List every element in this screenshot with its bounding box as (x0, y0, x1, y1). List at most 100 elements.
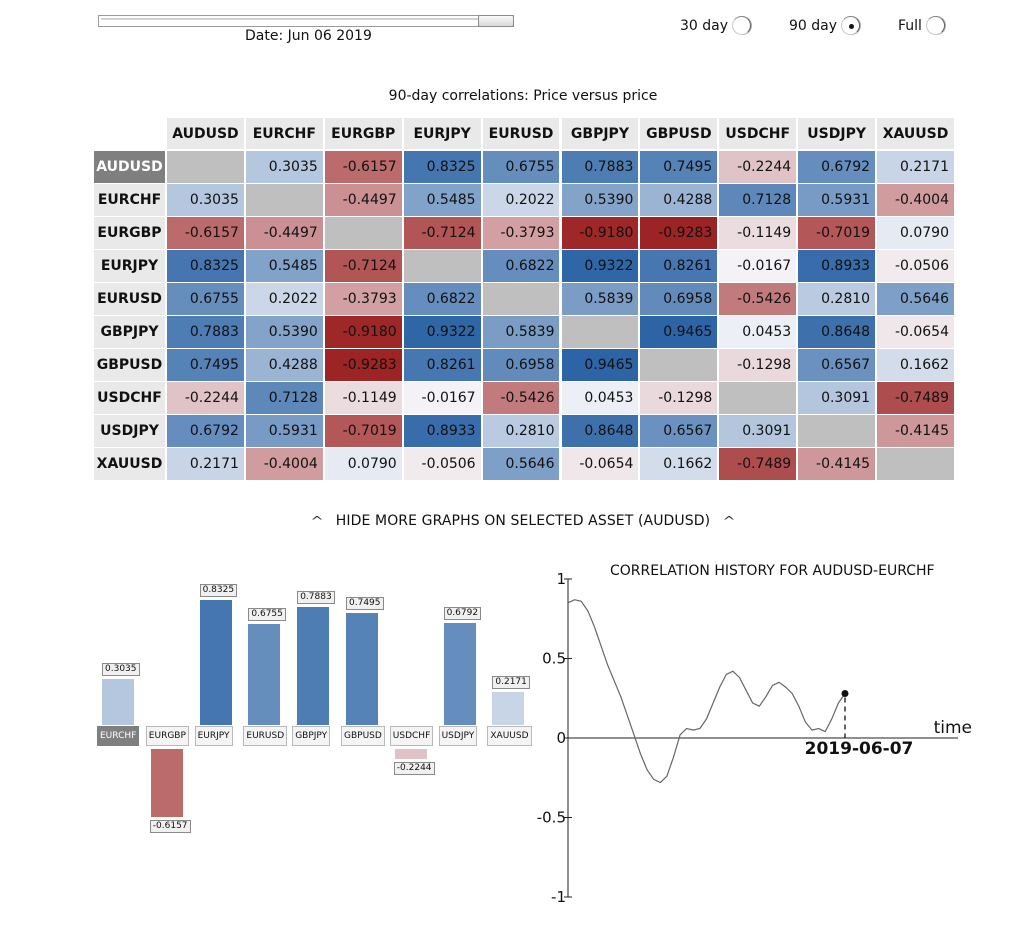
matrix-cell[interactable]: -0.9283 (640, 217, 718, 249)
matrix-cell[interactable]: 0.2171 (877, 151, 954, 183)
matrix-cell[interactable]: -0.3793 (324, 283, 402, 315)
matrix-cell[interactable] (561, 316, 639, 348)
matrix-cell[interactable]: -0.4145 (798, 448, 876, 480)
matrix-cell[interactable]: -0.7489 (719, 448, 797, 480)
matrix-cell[interactable]: 0.0790 (324, 448, 402, 480)
matrix-cell[interactable]: -0.4145 (877, 415, 954, 447)
matrix-cell[interactable]: 0.6755 (482, 151, 560, 183)
matrix-cell[interactable] (167, 151, 244, 183)
matrix-cell[interactable]: -0.4497 (324, 184, 402, 216)
bar-eurjpy[interactable] (199, 600, 232, 725)
col-header-audusd[interactable]: AUDUSD (167, 118, 244, 149)
matrix-cell[interactable]: 0.3035 (245, 151, 323, 183)
bar-category-gbpjpy[interactable]: GBPJPY (292, 726, 331, 746)
matrix-cell[interactable]: -0.0506 (403, 448, 481, 480)
matrix-cell[interactable]: 0.4288 (640, 184, 718, 216)
matrix-cell[interactable]: -0.1298 (640, 382, 718, 414)
matrix-cell[interactable]: -0.1149 (324, 382, 402, 414)
matrix-cell[interactable]: 0.5931 (245, 415, 323, 447)
matrix-cell[interactable]: -0.3793 (482, 217, 560, 249)
matrix-cell[interactable] (403, 250, 481, 282)
matrix-cell[interactable]: -0.9180 (561, 217, 639, 249)
col-header-eurgbp[interactable]: EURGBP (324, 118, 402, 149)
row-header-audusd[interactable]: AUDUSD (94, 151, 165, 183)
matrix-cell[interactable]: 0.2022 (482, 184, 560, 216)
matrix-cell[interactable] (798, 415, 876, 447)
matrix-cell[interactable] (640, 349, 718, 381)
row-header-eurusd[interactable]: EURUSD (94, 283, 165, 315)
bar-eurgbp[interactable] (150, 749, 183, 818)
matrix-cell[interactable]: 0.8325 (167, 250, 244, 282)
matrix-cell[interactable]: 0.6567 (640, 415, 718, 447)
matrix-cell[interactable]: 0.8261 (403, 349, 481, 381)
matrix-cell[interactable]: -0.7124 (403, 217, 481, 249)
matrix-cell[interactable]: 0.8325 (403, 151, 481, 183)
matrix-cell[interactable]: -0.7019 (324, 415, 402, 447)
bar-xauusd[interactable] (492, 692, 525, 725)
matrix-cell[interactable]: 0.6822 (403, 283, 481, 315)
matrix-cell[interactable]: -0.5426 (719, 283, 797, 315)
matrix-cell[interactable]: 0.7495 (167, 349, 244, 381)
col-header-gbpusd[interactable]: GBPUSD (640, 118, 718, 149)
row-header-gbpjpy[interactable]: GBPJPY (94, 316, 165, 348)
matrix-cell[interactable]: -0.1298 (719, 349, 797, 381)
matrix-cell[interactable]: 0.7128 (719, 184, 797, 216)
toggle-more-graphs-link[interactable]: ^ HIDE MORE GRAPHS ON SELECTED ASSET (AUD… (0, 513, 1036, 529)
bar-eurchf[interactable] (102, 679, 134, 725)
matrix-cell[interactable]: 0.7883 (561, 151, 639, 183)
matrix-cell[interactable]: 0.0453 (719, 316, 797, 348)
matrix-cell[interactable]: 0.5390 (245, 316, 323, 348)
col-header-eurusd[interactable]: EURUSD (482, 118, 560, 149)
current-point[interactable] (841, 689, 849, 697)
matrix-cell[interactable]: -0.9180 (324, 316, 402, 348)
matrix-cell[interactable]: 0.0453 (561, 382, 639, 414)
matrix-cell[interactable]: -0.1149 (719, 217, 797, 249)
matrix-cell[interactable]: -0.6157 (167, 217, 244, 249)
bar-category-gbpusd[interactable]: GBPUSD (341, 726, 385, 746)
matrix-cell[interactable]: -0.0506 (877, 250, 954, 282)
radio-90-day[interactable]: 90 day (789, 16, 861, 35)
matrix-cell[interactable]: 0.4288 (245, 349, 323, 381)
row-header-eurgbp[interactable]: EURGBP (94, 217, 165, 249)
matrix-cell[interactable]: 0.0790 (877, 217, 954, 249)
col-header-usdjpy[interactable]: USDJPY (798, 118, 876, 149)
matrix-cell[interactable]: 0.3091 (798, 382, 876, 414)
matrix-cell[interactable]: 0.3091 (719, 415, 797, 447)
row-header-eurjpy[interactable]: EURJPY (94, 250, 165, 282)
matrix-cell[interactable]: -0.4004 (245, 448, 323, 480)
col-header-xauusd[interactable]: XAUUSD (877, 118, 954, 149)
col-header-usdchf[interactable]: USDCHF (719, 118, 797, 149)
matrix-cell[interactable]: 0.2810 (798, 283, 876, 315)
matrix-cell[interactable]: 0.5839 (482, 316, 560, 348)
matrix-cell[interactable]: 0.6958 (640, 283, 718, 315)
date-slider[interactable] (98, 15, 514, 27)
row-header-xauusd[interactable]: XAUUSD (94, 448, 165, 480)
matrix-cell[interactable]: 0.5646 (877, 283, 954, 315)
matrix-cell[interactable] (482, 283, 560, 315)
matrix-cell[interactable]: 0.6755 (167, 283, 244, 315)
matrix-cell[interactable]: 0.6958 (482, 349, 560, 381)
radio-button-icon[interactable] (841, 16, 861, 35)
matrix-cell[interactable]: -0.4004 (877, 184, 954, 216)
matrix-cell[interactable]: 0.2171 (167, 448, 244, 480)
matrix-cell[interactable]: -0.0654 (877, 316, 954, 348)
bar-eurusd[interactable] (248, 623, 281, 725)
slider-handle[interactable] (478, 15, 514, 27)
bar-gbpjpy[interactable] (297, 606, 330, 725)
matrix-cell[interactable]: 0.2022 (245, 283, 323, 315)
matrix-cell[interactable]: 0.8648 (561, 415, 639, 447)
matrix-cell[interactable]: 0.5646 (482, 448, 560, 480)
matrix-cell[interactable] (877, 448, 954, 480)
matrix-cell[interactable]: 0.9322 (403, 316, 481, 348)
matrix-cell[interactable]: -0.5426 (482, 382, 560, 414)
matrix-cell[interactable]: 0.7495 (640, 151, 718, 183)
matrix-cell[interactable]: 0.9322 (561, 250, 639, 282)
matrix-cell[interactable]: 0.6792 (167, 415, 244, 447)
radio-button-icon[interactable] (732, 16, 752, 35)
matrix-cell[interactable]: 0.7883 (167, 316, 244, 348)
bar-usdjpy[interactable] (443, 623, 476, 725)
matrix-cell[interactable] (719, 382, 797, 414)
matrix-cell[interactable]: -0.7489 (877, 382, 954, 414)
row-header-usdchf[interactable]: USDCHF (94, 382, 165, 414)
bar-gbpusd[interactable] (346, 612, 378, 725)
